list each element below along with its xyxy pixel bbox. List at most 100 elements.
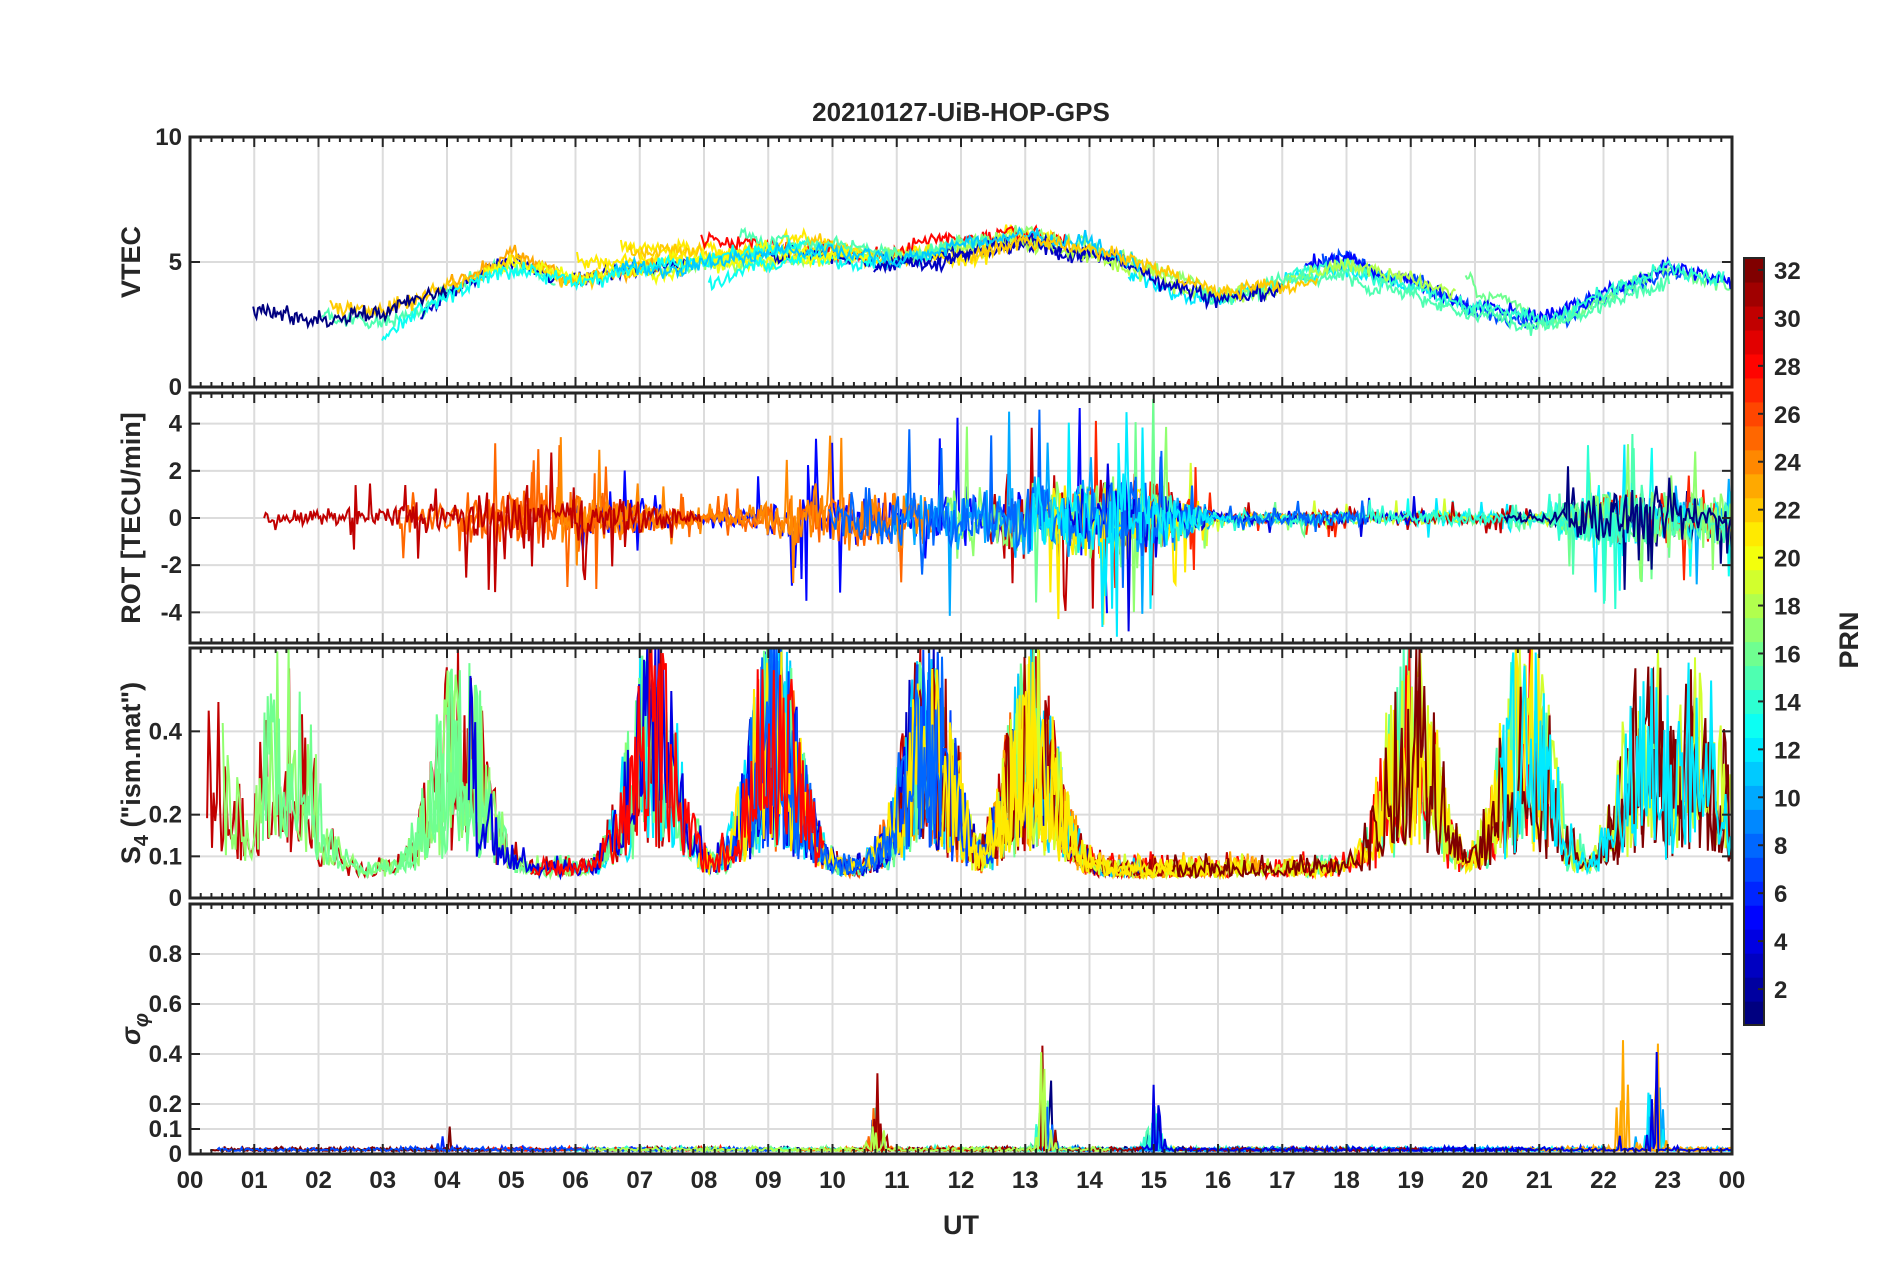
vtec-trace-prn-13 [707, 245, 935, 292]
x-tick-label: 22 [1590, 1167, 1617, 1194]
colorbar-band-prn-22 [1744, 497, 1764, 523]
colorbar-tick-label: 18 [1774, 594, 1801, 621]
x-axis-ticks: 00 01 02 03 04 05 06 07 08 09 10 11 12 13 14 15 16 17 18 19… [177, 1167, 1746, 1194]
colorbar-band-prn-21 [1744, 521, 1764, 547]
sigma_phi-ytick-label: 0.4 [149, 1041, 183, 1068]
vtec-trace-prn-15 [1200, 267, 1671, 336]
x-tick-label: 10 [819, 1167, 846, 1194]
colorbar-band-prn-18 [1744, 593, 1764, 619]
rot-trace-prn-1 [1503, 466, 1732, 570]
x-tick-label: 09 [755, 1167, 782, 1194]
colorbar-band-prn-17 [1744, 617, 1764, 643]
rot-trace-prn-30 [263, 452, 702, 593]
colorbar-tick-label: 16 [1774, 641, 1801, 668]
colorbar-band-prn-1 [1744, 1001, 1764, 1026]
vtec-axis-title: VTEC [116, 226, 146, 298]
rot-panel: -4 -2 0 2 4 [161, 391, 1734, 645]
colorbar-tick-label: 32 [1774, 258, 1801, 285]
colorbar-tick-label: 2 [1774, 977, 1787, 1004]
sigma_phi-ytick-label: 0.6 [149, 991, 182, 1018]
rot-frame [188, 391, 1734, 645]
vtec-ytick-label: 5 [169, 249, 182, 276]
colorbar-band-prn-2 [1744, 977, 1764, 1002]
s4-trace-prn-12 [1499, 652, 1732, 876]
colorbar-band-prn-3 [1744, 953, 1764, 978]
vtec-trace-prn-1 [252, 284, 448, 330]
s4-traces [206, 648, 1732, 881]
sigma_phi-panel: 00.10.2 0.4 0.6 0.8 [149, 902, 1734, 1168]
sigma_phi-ytick-label: 0.2 [149, 1091, 182, 1118]
vtec-trace-prn-22 [329, 250, 603, 319]
x-tick-label: 02 [305, 1167, 332, 1194]
colorbar-tick-label: 26 [1774, 402, 1801, 429]
colorbar-tick-label: 6 [1774, 881, 1787, 908]
sigma_phi-frame [188, 902, 1734, 1156]
s4-trace-prn-16 [261, 663, 485, 880]
colorbar-band-prn-11 [1744, 761, 1764, 786]
rot-ytick-label: 4 [169, 411, 183, 438]
sigma-phi-axis-title: σφ [116, 1013, 153, 1045]
s4-ytick-label: 0.1 [149, 843, 182, 870]
rot-axis-title: ROT [TECU/min] [116, 412, 146, 623]
x-tick-label: 13 [1012, 1167, 1039, 1194]
colorbar-band-prn-13 [1744, 713, 1764, 738]
s4-axis-title: S4 ("ism.mat") [116, 682, 153, 864]
x-tick-label: 08 [691, 1167, 718, 1194]
colorbar-band-prn-24 [1744, 449, 1764, 475]
y-axis-titles: VTEC ROT [TECU/min] S4 ("ism.mat") σφ [116, 226, 153, 1045]
x-tick-label: 04 [434, 1167, 461, 1194]
colorbar-band-prn-9 [1744, 809, 1764, 834]
colorbar-band-prn-12 [1744, 737, 1764, 762]
x-tick-label: 20 [1462, 1167, 1489, 1194]
x-tick-label: 15 [1140, 1167, 1167, 1194]
rot-traces [263, 398, 1732, 637]
vtec-ytick-label: 10 [155, 124, 182, 151]
sigma_phi-ytick-label: 0 [169, 1141, 182, 1168]
rot-ytick-label: 0 [169, 505, 182, 532]
s4-ytick-label: 0.2 [149, 802, 182, 829]
rot-ytick-label: -2 [161, 552, 182, 579]
s4-panel: 0 0.1 0.2 0.4 [149, 646, 1734, 912]
colorbar-band-prn-6 [1744, 881, 1764, 906]
colorbar-band-prn-4 [1744, 929, 1764, 954]
vtec-trace-prn-22 [969, 233, 1319, 301]
colorbar-band-prn-32 [1744, 258, 1764, 283]
x-tick-label: 16 [1205, 1167, 1232, 1194]
s4-trace-prn-28 [530, 648, 825, 878]
vtec-panel: 0 5 10 [155, 124, 1734, 401]
vtec-trace-prn-11 [614, 226, 1141, 280]
rot-trace-prn-14 [1150, 445, 1630, 610]
colorbar-tick-label: 12 [1774, 737, 1801, 764]
x-tick-label: 01 [241, 1167, 268, 1194]
colorbar-band-prn-14 [1744, 689, 1764, 715]
colorbar-tick-label: 8 [1774, 833, 1787, 860]
colorbar-band-prn-15 [1744, 665, 1764, 691]
rot-ytick-label: 2 [169, 458, 182, 485]
x-tick-label: 00 [1719, 1167, 1746, 1194]
colorbar-band-prn-5 [1744, 905, 1764, 930]
rot-trace-prn-12 [1030, 412, 1230, 637]
colorbar-band-prn-26 [1744, 401, 1764, 427]
s4-trace-prn-8 [748, 648, 945, 878]
colorbar-band-prn-23 [1744, 473, 1764, 499]
x-tick-label: 17 [1269, 1167, 1296, 1194]
s4-frame [188, 646, 1734, 900]
colorbar-band-prn-31 [1744, 281, 1764, 307]
colorbar-title: PRN [1834, 611, 1864, 668]
vtec-traces [252, 224, 1732, 342]
x-tick-label: 00 [177, 1167, 204, 1194]
sigma_phi-trace-prn-18 [587, 1052, 1111, 1153]
rot-ytick-label: -4 [161, 599, 183, 626]
x-tick-label: 14 [1076, 1167, 1103, 1194]
colorbar-band-prn-27 [1744, 377, 1764, 403]
x-tick-label: 06 [562, 1167, 589, 1194]
vtec-trace-prn-3 [873, 230, 1284, 311]
colorbar-band-prn-16 [1744, 641, 1764, 667]
sigma_phi-ytick-label: 0.1 [149, 1116, 182, 1143]
vtec-ytick-label: 0 [169, 374, 182, 401]
colorbar-tick-label: 14 [1774, 689, 1801, 716]
s4-ytick-label: 0.4 [149, 718, 183, 745]
x-tick-label: 12 [948, 1167, 975, 1194]
colorbar-tick-label: 28 [1774, 354, 1801, 381]
